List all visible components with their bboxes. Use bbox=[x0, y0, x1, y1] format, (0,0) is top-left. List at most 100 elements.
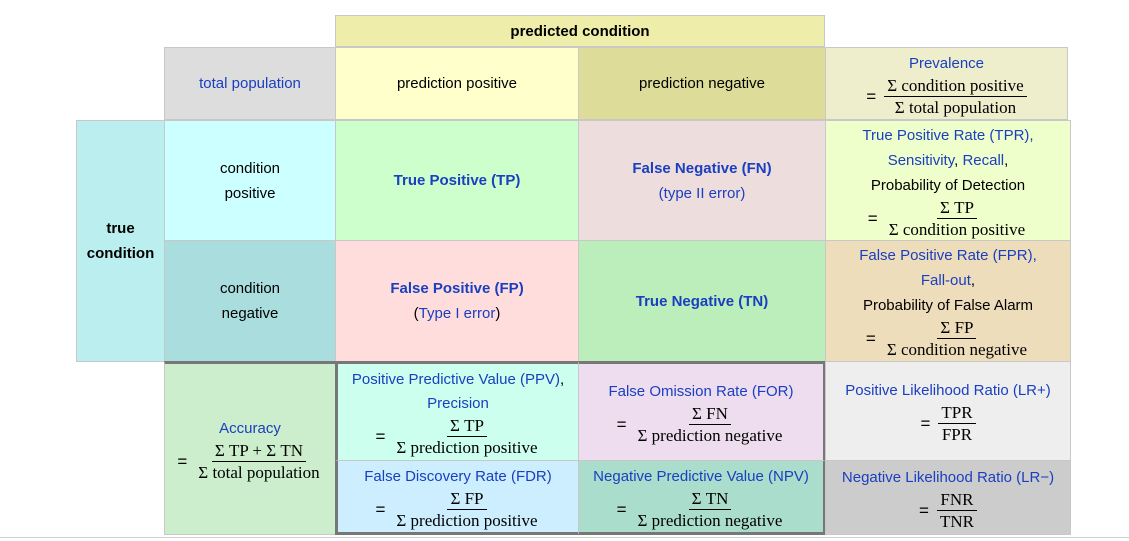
equals-sign: = bbox=[177, 452, 188, 471]
lr-negative-formula: = FNR TNR bbox=[919, 490, 977, 531]
formula-denominator: Σ prediction negative bbox=[637, 426, 783, 445]
equals-sign: = bbox=[919, 500, 929, 520]
formula-numerator: TPR bbox=[938, 403, 976, 424]
ppv-line1: Positive Predictive Value (PPV), bbox=[352, 368, 564, 392]
fpr-link[interactable]: False Positive Rate (FPR), bbox=[859, 247, 1037, 264]
for-link[interactable]: False Omission Rate (FOR) bbox=[608, 383, 794, 400]
accuracy-link[interactable]: Accuracy bbox=[219, 420, 281, 437]
tpr-cell: True Positive Rate (TPR), Sensitivity, R… bbox=[825, 120, 1071, 241]
formula-numerator: Σ TP + Σ TN bbox=[211, 441, 307, 462]
type-i-error-link[interactable]: Type I error bbox=[418, 305, 496, 322]
formula-numerator: Σ TP bbox=[446, 416, 487, 437]
predicted-condition-header: predicted condition bbox=[335, 15, 825, 47]
for-formula: = Σ FN Σ prediction negative bbox=[617, 404, 786, 445]
false-negative-link[interactable]: False Negative (FN) bbox=[632, 159, 772, 177]
ppv-cell: Positive Predictive Value (PPV), Precisi… bbox=[335, 361, 579, 461]
prevalence-formula: = Σ condition positive Σ total population bbox=[866, 76, 1027, 117]
true-negative-link[interactable]: True Negative (TN) bbox=[635, 292, 769, 310]
equals-sign: = bbox=[616, 499, 627, 519]
fdr-link[interactable]: False Discovery Rate (FDR) bbox=[364, 467, 552, 485]
equals-sign: = bbox=[616, 415, 627, 434]
recall-link[interactable]: Recall bbox=[962, 151, 1005, 169]
ppv-link[interactable]: Positive Predictive Value (PPV) bbox=[351, 370, 560, 388]
equals-sign: = bbox=[375, 499, 386, 519]
fdr-formula: = Σ FP Σ prediction positive bbox=[375, 489, 540, 530]
prevalence-cell: Prevalence = Σ condition positive Σ total… bbox=[825, 47, 1068, 120]
tpr-link[interactable]: True Positive Rate (TPR), bbox=[862, 126, 1034, 144]
tpr-formula: = Σ TP Σ condition positive bbox=[868, 198, 1028, 239]
formula-numerator: Σ FP bbox=[447, 489, 487, 510]
npv-cell: Negative Predictive Value (NPV) = Σ TN Σ … bbox=[578, 460, 826, 535]
formula-numerator: Σ TP bbox=[936, 198, 977, 219]
true-negative-cell[interactable]: True Negative (TN) bbox=[578, 240, 826, 362]
total-population-cell[interactable]: total population bbox=[164, 47, 336, 120]
type-ii-error-link[interactable]: (type II error) bbox=[658, 184, 746, 202]
formula-denominator: FPR bbox=[941, 425, 973, 444]
formula-numerator: Σ FP bbox=[937, 318, 977, 339]
prediction-negative-label: prediction negative bbox=[639, 75, 765, 92]
condition-positive-line2: positive bbox=[224, 184, 276, 202]
equals-sign: = bbox=[375, 426, 386, 446]
probability-of-detection: Probability of Detection bbox=[870, 176, 1026, 194]
formula-numerator: Σ TN bbox=[688, 489, 732, 510]
prediction-positive-header: prediction positive bbox=[335, 47, 579, 120]
false-negative-cell: False Negative (FN) (type II error) bbox=[578, 120, 826, 241]
lr-positive-link[interactable]: Positive Likelihood Ratio (LR+) bbox=[845, 382, 1051, 399]
formula-denominator: Σ total population bbox=[198, 463, 320, 482]
lr-negative-link[interactable]: Negative Likelihood Ratio (LR−) bbox=[841, 468, 1055, 486]
type-i-error-line: (Type I error) bbox=[414, 301, 501, 326]
formula-numerator: FNR bbox=[937, 490, 977, 511]
npv-link[interactable]: Negative Predictive Value (NPV) bbox=[593, 467, 809, 485]
probability-of-false-alarm: Probability of False Alarm bbox=[862, 297, 1034, 314]
paren-open: ( bbox=[413, 305, 419, 322]
formula-numerator: Σ FN bbox=[689, 404, 731, 425]
formula-denominator: Σ total population bbox=[894, 97, 1017, 117]
ppv-formula: = Σ TP Σ prediction positive bbox=[375, 416, 540, 457]
bottom-divider bbox=[0, 537, 1129, 538]
tpr-line2: Sensitivity, Recall, bbox=[888, 148, 1009, 173]
true-positive-cell[interactable]: True Positive (TP) bbox=[335, 120, 579, 241]
comma-text: , bbox=[970, 272, 976, 289]
equals-sign: = bbox=[867, 208, 878, 228]
fpr-formula: = Σ FP Σ condition negative bbox=[866, 318, 1030, 359]
equals-sign: = bbox=[865, 329, 876, 348]
sensitivity-link[interactable]: Sensitivity bbox=[887, 151, 955, 169]
false-positive-link[interactable]: False Positive (FP) bbox=[390, 280, 524, 297]
equals-sign: = bbox=[920, 414, 931, 433]
npv-formula: = Σ TN Σ prediction negative bbox=[617, 489, 786, 530]
false-positive-cell: False Positive (FP) (Type I error) bbox=[335, 240, 579, 362]
predicted-condition-label: predicted condition bbox=[510, 22, 650, 40]
fall-out-link[interactable]: Fall-out bbox=[920, 272, 971, 289]
condition-negative-line2: negative bbox=[221, 305, 279, 322]
formula-denominator: TNR bbox=[939, 511, 974, 531]
true-label: true bbox=[106, 220, 135, 237]
formula-denominator: Σ condition positive bbox=[888, 219, 1026, 239]
condition-negative-line1: condition bbox=[219, 280, 281, 297]
formula-denominator: Σ prediction negative bbox=[637, 510, 783, 530]
prediction-positive-label: prediction positive bbox=[396, 75, 518, 92]
total-population-link[interactable]: total population bbox=[199, 75, 301, 92]
formula-denominator: Σ prediction positive bbox=[396, 510, 538, 530]
equals-sign: = bbox=[866, 86, 877, 106]
paren-close: ) bbox=[495, 305, 501, 322]
fpr-cell: False Positive Rate (FPR), Fall-out, Pro… bbox=[825, 240, 1071, 362]
comma-text: , bbox=[1004, 151, 1009, 169]
for-cell: False Omission Rate (FOR) = Σ FN Σ predic… bbox=[578, 361, 826, 461]
lr-positive-cell: Positive Likelihood Ratio (LR+) = TPR FPR bbox=[825, 361, 1071, 461]
true-positive-link[interactable]: True Positive (TP) bbox=[393, 172, 521, 189]
comma-text: , bbox=[559, 370, 565, 388]
condition-label: condition bbox=[86, 245, 155, 262]
condition-negative-header: condition negative bbox=[164, 240, 336, 362]
accuracy-formula: = Σ TP + Σ TN Σ total population bbox=[177, 441, 322, 482]
true-condition-header: true condition bbox=[76, 120, 165, 362]
prevalence-link[interactable]: Prevalence bbox=[908, 54, 985, 72]
condition-positive-line1: condition bbox=[219, 159, 281, 177]
prediction-negative-header: prediction negative bbox=[578, 47, 826, 120]
formula-denominator: Σ condition negative bbox=[886, 340, 1028, 359]
lr-positive-formula: = TPR FPR bbox=[920, 403, 976, 444]
condition-positive-header: condition positive bbox=[164, 120, 336, 241]
comma-text: , bbox=[954, 151, 963, 169]
formula-numerator: Σ condition positive bbox=[884, 76, 1027, 97]
precision-link[interactable]: Precision bbox=[427, 394, 489, 412]
formula-denominator: Σ prediction positive bbox=[396, 437, 538, 457]
